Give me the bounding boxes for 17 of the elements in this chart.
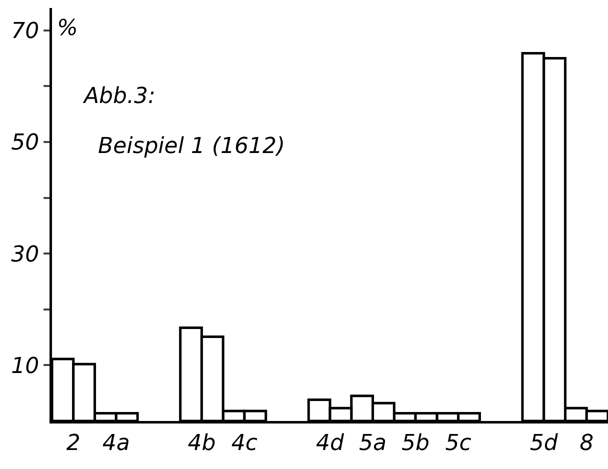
x-tick-label: 5b	[402, 430, 430, 456]
x-tick-label: 4c	[231, 430, 258, 456]
x-tick-label: 5a	[359, 430, 387, 456]
x-tick-label: 8	[580, 430, 594, 456]
x-tick-label: 5d	[530, 430, 559, 456]
y-axis-title: %	[57, 16, 78, 41]
x-tick-label: 5c	[445, 430, 472, 456]
x-tick-label: 4a	[102, 430, 130, 456]
y-tick-label: 10	[11, 354, 40, 379]
x-tick-label: 4b	[188, 430, 216, 456]
y-tick-label: 50	[11, 130, 40, 156]
text: Abb.3:	[82, 84, 156, 109]
text: Beispiel 1 (1612)	[98, 134, 286, 159]
x-tick-label: 2	[66, 430, 80, 456]
y-tick-label: 70	[11, 19, 40, 44]
x-tick-label: 4d	[316, 430, 346, 456]
y-tick-label: 30	[11, 242, 40, 268]
